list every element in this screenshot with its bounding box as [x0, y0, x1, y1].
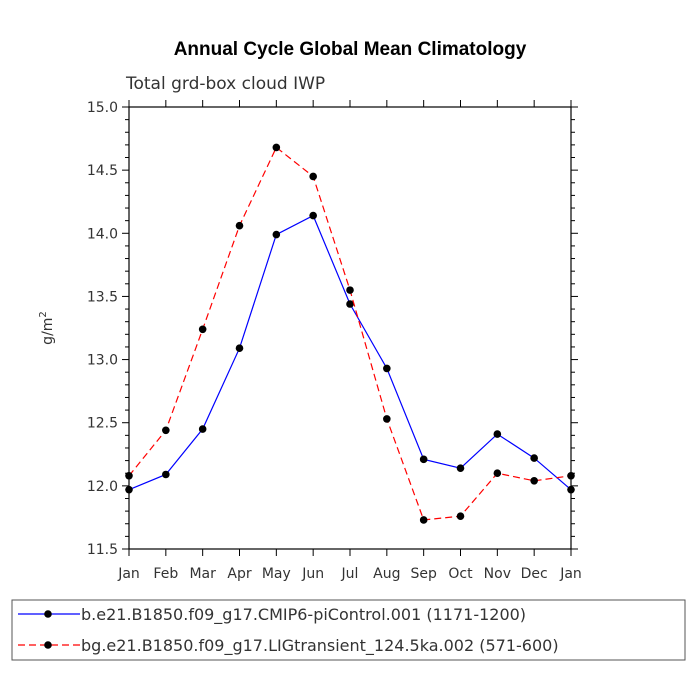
- series-2-point: [456, 512, 465, 520]
- series-1-point: [125, 485, 133, 494]
- series-2-point: [567, 471, 575, 480]
- legend-label-1: b.e21.B1850.f09_g17.CMIP6-piControl.001 …: [81, 605, 526, 625]
- series-1-point: [272, 230, 281, 239]
- x-tick-label: Apr: [227, 566, 251, 582]
- series-line-2: [128, 146, 572, 521]
- y-tick-label: 14.0: [87, 226, 118, 242]
- legend-label-2: bg.e21.B1850.f09_g17.LIGtransient_124.5k…: [81, 636, 559, 656]
- series-1-point: [493, 430, 502, 438]
- series-1-point: [235, 344, 244, 353]
- series-1-point: [419, 455, 428, 464]
- series-layer: [125, 143, 575, 524]
- y-tick-label: 12.0: [87, 479, 118, 495]
- series-2-point: [383, 415, 391, 423]
- y-axis-label: g/m2: [38, 311, 56, 345]
- series-1-point: [198, 425, 207, 433]
- x-tick-label: Jul: [341, 566, 359, 582]
- series-1-point: [567, 485, 575, 494]
- series-2-point: [419, 516, 428, 524]
- y-axis-label-base: g/m: [40, 318, 56, 345]
- x-tick-label: Jan: [559, 566, 582, 582]
- y-tick-label: 13.5: [87, 289, 118, 305]
- series-2-point: [235, 221, 244, 230]
- plot-border: [128, 106, 572, 550]
- x-tick-label: Dec: [521, 566, 548, 582]
- series-1-point: [162, 470, 170, 479]
- series-2-point: [198, 325, 207, 334]
- y-tick-label: 14.5: [87, 163, 118, 179]
- legend-marker-1: [44, 610, 52, 618]
- series-1-point: [530, 454, 538, 462]
- series-2-point: [493, 469, 502, 478]
- series-1-point: [383, 364, 391, 373]
- x-tick-label: Mar: [189, 566, 216, 582]
- series-2-point: [530, 477, 538, 485]
- legend-box: [11, 599, 686, 661]
- series-line-1: [128, 214, 572, 491]
- legend: b.e21.B1850.f09_g17.CMIP6-piControl.001 …: [11, 599, 686, 661]
- chart-subtitle: Total grd-box cloud IWP: [125, 74, 325, 94]
- chart-title: Annual Cycle Global Mean Climatology: [174, 39, 527, 60]
- plot-frame: [128, 106, 572, 550]
- series-2-point: [162, 426, 170, 435]
- series-2-point: [272, 143, 281, 152]
- y-axis-label-sup: 2: [38, 311, 49, 317]
- series-1-point: [456, 464, 465, 472]
- x-tick-label: Sep: [410, 566, 437, 582]
- legend-marker-2: [44, 641, 52, 649]
- x-tick-label: Oct: [448, 566, 473, 582]
- y-axis-ticks: 11.5 12.0 12.5 13.0 13.5 14.0 14.5 15.0: [87, 100, 578, 558]
- x-tick-label: Aug: [373, 566, 400, 582]
- series-2-point: [309, 172, 317, 181]
- y-tick-label: 12.5: [87, 416, 118, 432]
- x-tick-label: Jun: [301, 566, 324, 582]
- series-1-point: [309, 211, 317, 220]
- x-axis-ticks: Jan Feb Mar Apr May Jun Jul Aug Sep Oct Nov Dec Jan: [117, 100, 582, 582]
- x-tick-label: Jan: [117, 566, 140, 582]
- series-1-point: [346, 300, 354, 308]
- y-tick-label: 13.0: [87, 353, 118, 369]
- series-2-point: [125, 471, 133, 480]
- x-tick-label: May: [262, 566, 291, 582]
- series-2-point: [346, 286, 354, 294]
- y-tick-label: 11.5: [87, 542, 118, 558]
- x-tick-label: Feb: [153, 566, 178, 582]
- x-tick-label: Nov: [484, 566, 511, 582]
- y-tick-label: 15.0: [87, 100, 118, 116]
